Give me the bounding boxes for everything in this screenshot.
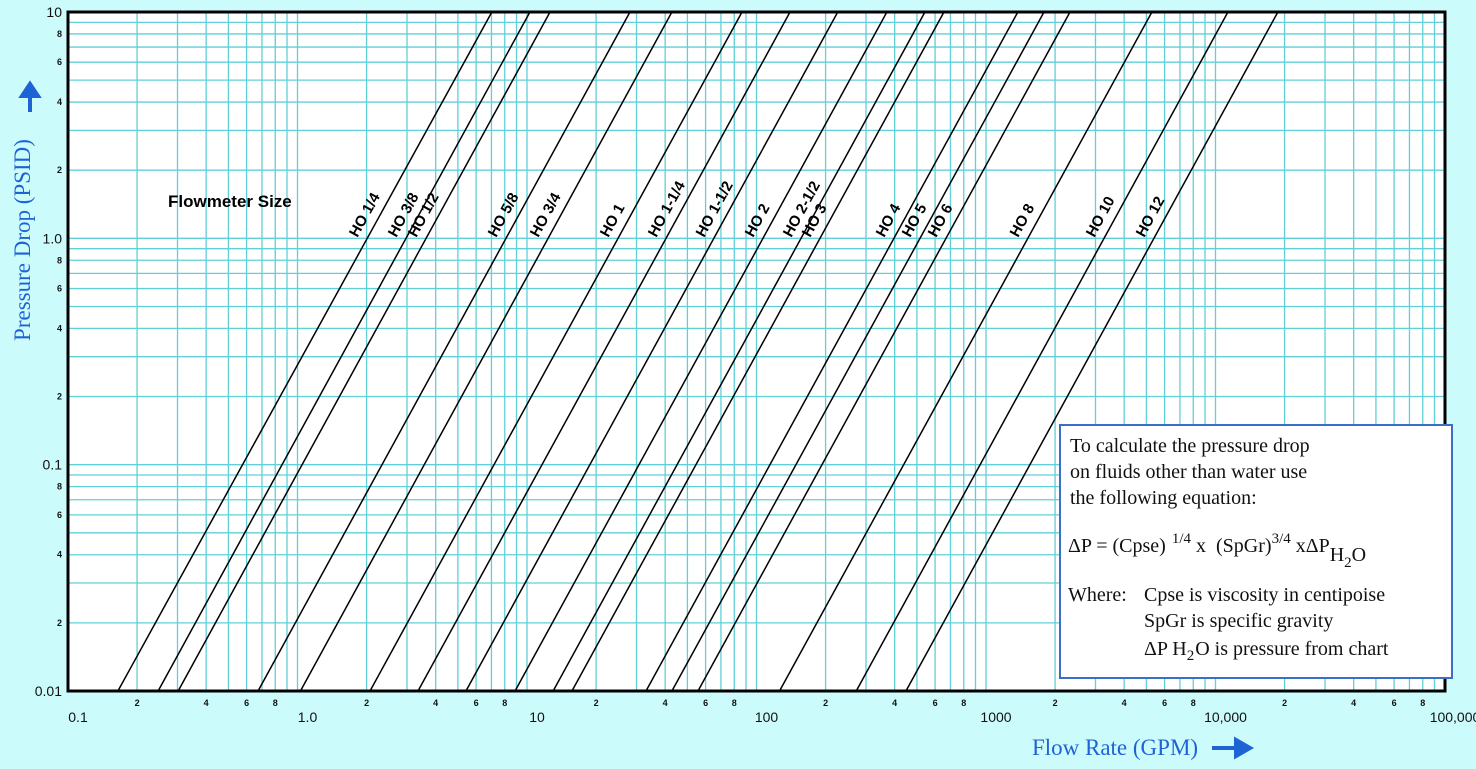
y-tick-label: 6: [57, 510, 62, 520]
eq-sup: 3/4: [1272, 531, 1292, 547]
y-tick-label: 10: [46, 4, 62, 20]
note-where: Where:: [1068, 584, 1127, 606]
y-tick-label: 8: [57, 29, 62, 39]
eq-part: x (SpGr): [1191, 535, 1272, 557]
x-tick-label: 4: [1122, 698, 1127, 708]
x-tick-label: 6: [1392, 698, 1397, 708]
equation: ΔP = (Cpse) 1/4 x (SpGr)3/4 xΔPH2O: [1068, 531, 1366, 571]
flow-line: [671, 11, 1045, 692]
x-tick-label: 2: [364, 698, 369, 708]
x-tick-label: 4: [892, 698, 897, 708]
note-line: the following equation:: [1070, 487, 1257, 509]
note-line: SpGr is specific gravity: [1144, 610, 1333, 632]
note-part: O is pressure from chart: [1195, 638, 1389, 660]
ticks: 0.1 2 4 6 8 1.0 2 4 6 8 10 2 4 6 8 100 2 4 6 8 1000 2 4 6 8 10,00…: [35, 4, 1476, 725]
x-tick-label: 8: [732, 698, 737, 708]
note-frame: [1059, 424, 1453, 679]
flow-line: [465, 11, 839, 692]
annotation: Flowmeter Size: [168, 192, 292, 211]
x-tick-label: 6: [933, 698, 938, 708]
y-tick-label: 8: [57, 255, 62, 265]
y-axis-arrow: [18, 80, 42, 112]
x-tick-label: 2: [1053, 698, 1058, 708]
note-box: To calculate the pressure drop on fluids…: [1059, 424, 1453, 679]
x-tick-label: 4: [663, 698, 668, 708]
flow-line: [369, 11, 743, 692]
y-tick-label: 2: [57, 165, 62, 175]
note-line: To calculate the pressure drop: [1070, 435, 1310, 457]
x-tick-label: 2: [823, 698, 828, 708]
flow-line: [697, 11, 1071, 692]
x-tick-label: 8: [1420, 698, 1425, 708]
note-sub: 2: [1187, 648, 1195, 664]
x-tick-label: 10: [529, 709, 545, 725]
y-tick-label: 8: [57, 482, 62, 492]
flow-line: [571, 11, 945, 692]
eq-sub: H: [1330, 544, 1344, 566]
y-tick-label: 2: [57, 618, 62, 628]
note-line: on fluids other than water use: [1070, 461, 1307, 483]
y-tick-label: 4: [57, 550, 62, 560]
flow-line: [117, 11, 493, 692]
y-tick-label: 0.01: [35, 683, 62, 699]
x-tick-label: 6: [1162, 698, 1167, 708]
flow-line: [645, 11, 1019, 692]
flow-line: [257, 11, 631, 692]
x-tick-label: 6: [703, 698, 708, 708]
eq-sup: 1/4: [1172, 531, 1192, 547]
x-tick-label: 100,000: [1430, 709, 1476, 725]
flow-line: [552, 11, 926, 692]
x-tick-label: 4: [433, 698, 438, 708]
x-tick-label: 1000: [980, 709, 1011, 725]
note-line: Cpse is viscosity in centipoise: [1144, 584, 1385, 606]
x-axis-label: Flow Rate (GPM): [1032, 735, 1198, 760]
x-tick-label: 10,000: [1204, 709, 1247, 725]
x-tick-label: 8: [273, 698, 278, 708]
flow-line: [514, 11, 888, 692]
y-tick-label: 0.1: [43, 457, 63, 473]
x-tick-label: 4: [204, 698, 209, 708]
x-tick-label: 8: [502, 698, 507, 708]
x-tick-label: 6: [474, 698, 479, 708]
x-tick-label: 8: [961, 698, 966, 708]
x-tick-label: 2: [594, 698, 599, 708]
x-tick-label: 1.0: [298, 709, 318, 725]
y-tick-label: 4: [57, 323, 62, 333]
y-tick-label: 2: [57, 392, 62, 402]
flow-line: [157, 11, 531, 692]
x-tick-label: 2: [1282, 698, 1287, 708]
x-tick-label: 6: [244, 698, 249, 708]
y-axis-label: Pressure Drop (PSID): [10, 139, 35, 341]
y-tick-label: 1.0: [43, 230, 63, 246]
x-axis-arrow: [1212, 736, 1255, 760]
flow-line: [855, 11, 1229, 692]
eq-sub: 2: [1344, 555, 1352, 571]
x-tick-label: 8: [1191, 698, 1196, 708]
y-tick-label: 4: [57, 97, 62, 107]
flow-line: [177, 11, 551, 692]
y-tick-label: 6: [57, 57, 62, 67]
note-part: ΔP H: [1144, 638, 1187, 660]
flow-line: [299, 11, 673, 692]
plot-border: [66, 10, 1447, 693]
x-tick-label: 4: [1351, 698, 1356, 708]
x-tick-label: 0.1: [68, 709, 88, 725]
eq-part: xΔP: [1291, 535, 1330, 557]
y-tick-label: 6: [57, 284, 62, 294]
eq-sub: O: [1352, 544, 1366, 566]
x-tick-label: 100: [755, 709, 779, 725]
flow-line: [905, 11, 1279, 692]
eq-part: ΔP = (Cpse): [1068, 535, 1166, 557]
flow-line: [778, 11, 1153, 692]
flow-line: [417, 11, 791, 692]
x-tick-label: 2: [135, 698, 140, 708]
note-line: ΔP H2O is pressure from chart: [1144, 638, 1389, 664]
